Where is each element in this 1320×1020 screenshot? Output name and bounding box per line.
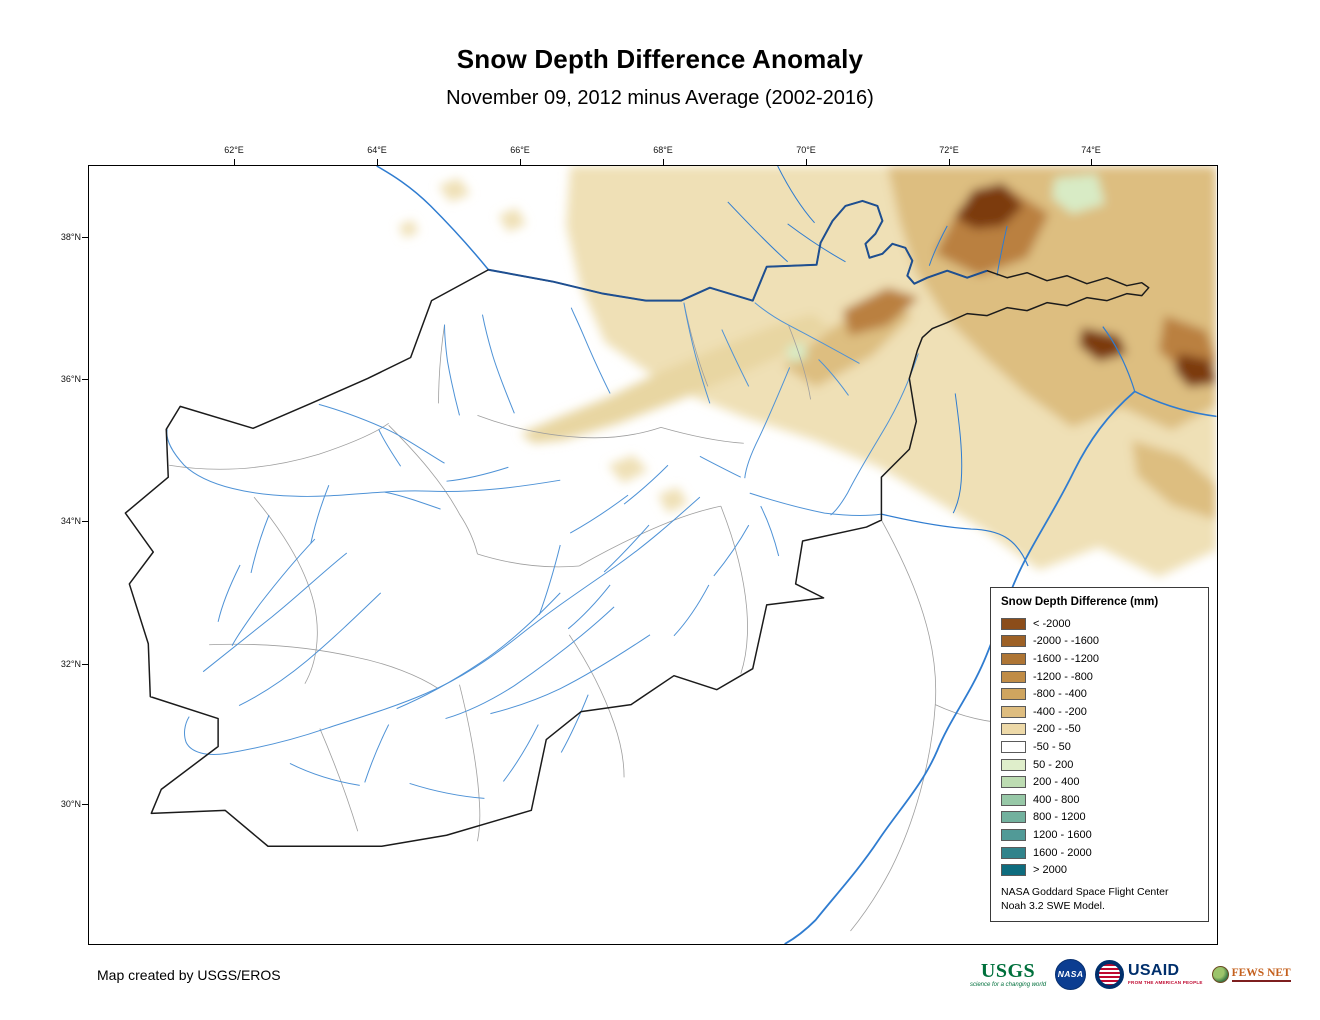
legend-label: 200 - 400 <box>1033 776 1080 789</box>
usgs-logo-text: USGS <box>980 959 1036 982</box>
legend-label: -200 - -50 <box>1033 723 1081 736</box>
lon-tick <box>377 159 378 166</box>
legend-swatch <box>1001 723 1026 736</box>
legend-item: 800 - 1200 <box>1001 809 1198 827</box>
lat-label: 34°N <box>60 516 81 526</box>
external-rivers-layer <box>376 166 1217 944</box>
terrain-anomaly-layer <box>398 166 1217 577</box>
page-subtitle: November 09, 2012 minus Average (2002-20… <box>446 87 874 109</box>
usaid-seal-icon <box>1095 959 1125 989</box>
legend-item: -50 - 50 <box>1001 738 1198 756</box>
legend-item: 1600 - 2000 <box>1001 844 1198 862</box>
legend-label: < -2000 <box>1033 617 1071 630</box>
lat-tick <box>82 664 89 665</box>
lat-tick <box>82 521 89 522</box>
legend-label: -1600 - -1200 <box>1033 652 1100 665</box>
legend-item: -800 - -400 <box>1001 685 1198 703</box>
lat-tick <box>82 379 89 380</box>
afghanistan-map <box>89 166 1217 944</box>
lat-label: 30°N <box>60 799 81 809</box>
legend-swatch <box>1001 635 1026 648</box>
lon-tick <box>234 159 235 166</box>
legend-label: > 2000 <box>1033 864 1067 877</box>
legend-item: < -2000 <box>1001 615 1198 633</box>
usaid-logo-tagline: FROM THE AMERICAN PEOPLE <box>1128 979 1203 985</box>
lon-tick <box>949 159 950 166</box>
page-title: Snow Depth Difference Anomaly <box>456 44 864 74</box>
usaid-logo: USAID FROM THE AMERICAN PEOPLE <box>1095 959 1203 989</box>
legend-label: 1600 - 2000 <box>1033 846 1092 859</box>
legend-item: 1200 - 1600 <box>1001 826 1198 844</box>
legend-label: -800 - -400 <box>1033 688 1087 701</box>
usgs-logo-tagline: science for a changing world <box>970 981 1047 988</box>
lat-label: 36°N <box>60 374 81 384</box>
usaid-logo-textcol: USAID FROM THE AMERICAN PEOPLE <box>1128 961 1203 986</box>
fewsnet-logo: FEWS NET <box>1211 965 1291 983</box>
map-frame: 62°E 64°E 66°E 68°E 70°E 72°E 74°E 38°N … <box>61 145 1218 945</box>
legend-item: 50 - 200 <box>1001 756 1198 774</box>
globe-icon <box>1211 965 1229 983</box>
legend-swatch <box>1001 846 1026 859</box>
legend-swatch <box>1001 758 1026 771</box>
legend-item: -1200 - -800 <box>1001 668 1198 686</box>
legend-label: -50 - 50 <box>1033 740 1071 753</box>
logo-row: USGS science for a changing world NASA U… <box>970 951 1291 997</box>
legend-note: NASA Goddard Space Flight Center Noah 3.… <box>1001 886 1198 913</box>
legend-swatch <box>1001 776 1026 789</box>
usaid-logo-text: USAID <box>1128 961 1180 979</box>
legend-swatch <box>1001 828 1026 841</box>
lat-label: 32°N <box>60 659 81 669</box>
legend-swatch <box>1001 688 1026 701</box>
rivers-layer <box>166 302 919 799</box>
legend-label: -1200 - -800 <box>1033 670 1093 683</box>
legend-label: 1200 - 1600 <box>1033 828 1092 841</box>
lon-tick <box>1091 159 1092 166</box>
lon-label: 64°E <box>367 145 387 155</box>
nasa-logo: NASA <box>1055 958 1087 990</box>
lon-label: 72°E <box>939 145 959 155</box>
legend-item: 400 - 800 <box>1001 791 1198 809</box>
lon-tick <box>520 159 521 166</box>
legend-item: -400 - -200 <box>1001 703 1198 721</box>
lon-label: 70°E <box>796 145 816 155</box>
lat-tick <box>82 237 89 238</box>
lon-label: 74°E <box>1081 145 1101 155</box>
legend: Snow Depth Difference (mm) < -2000 -2000… <box>990 587 1209 923</box>
admin-boundaries-layer <box>169 302 1038 932</box>
legend-swatch <box>1001 652 1026 665</box>
legend-swatch <box>1001 811 1026 824</box>
legend-item: 200 - 400 <box>1001 773 1198 791</box>
map-credit: Map created by USGS/EROS <box>97 967 281 983</box>
legend-label: 800 - 1200 <box>1033 811 1086 824</box>
legend-label: -400 - -200 <box>1033 705 1087 718</box>
legend-swatch <box>1001 705 1026 718</box>
legend-swatch <box>1001 864 1026 877</box>
legend-swatch <box>1001 740 1026 753</box>
legend-note-line2: Noah 3.2 SWE Model. <box>1001 899 1105 912</box>
lon-label: 66°E <box>510 145 530 155</box>
legend-note-line1: NASA Goddard Space Flight Center <box>1001 885 1169 898</box>
legend-label: 50 - 200 <box>1033 758 1074 771</box>
lon-label: 62°E <box>224 145 244 155</box>
legend-swatch <box>1001 617 1026 630</box>
lat-label: 38°N <box>60 232 81 242</box>
legend-item: > 2000 <box>1001 861 1198 879</box>
lat-tick <box>82 804 89 805</box>
legend-title: Snow Depth Difference (mm) <box>1001 596 1159 608</box>
legend-item: -2000 - -1600 <box>1001 633 1198 651</box>
fewsnet-logo-text: FEWS NET <box>1231 967 1291 982</box>
legend-label: 400 - 800 <box>1033 793 1080 806</box>
legend-item: -200 - -50 <box>1001 721 1198 739</box>
legend-label: -2000 - -1600 <box>1033 635 1100 648</box>
lon-tick <box>663 159 664 166</box>
legend-item: -1600 - -1200 <box>1001 650 1198 668</box>
legend-swatch <box>1001 793 1026 806</box>
lon-label: 68°E <box>653 145 673 155</box>
legend-swatch <box>1001 670 1026 683</box>
usgs-logo: USGS science for a changing world <box>970 961 1046 988</box>
nasa-logo-text: NASA <box>1057 969 1084 979</box>
lon-tick <box>806 159 807 166</box>
amu-darya-border-river <box>488 199 988 302</box>
